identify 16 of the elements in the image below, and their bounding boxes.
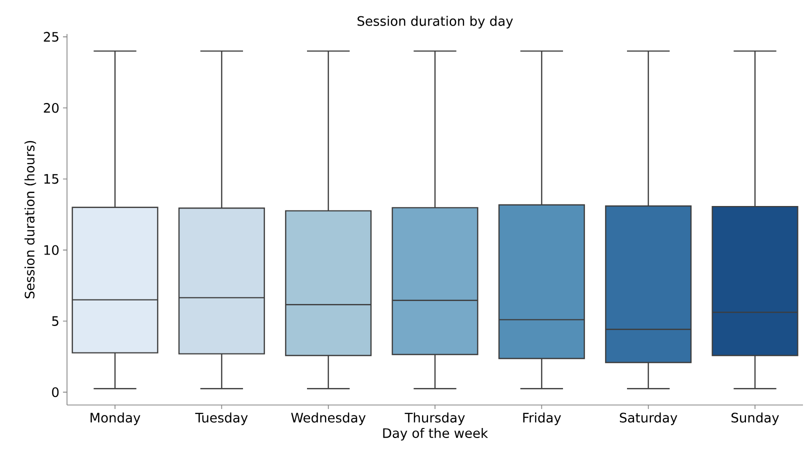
x-axis-title: Day of the week	[383, 428, 488, 441]
y-tick-label: 10	[44, 245, 59, 255]
x-tick-label: Wednesday	[291, 412, 366, 426]
y-axis-title: Session duration (hours)	[24, 140, 36, 298]
x-tick-label: Saturday	[620, 412, 678, 426]
x-tick-label: Friday	[523, 412, 561, 426]
y-tick-label: 5	[52, 316, 58, 326]
x-tick-label: Monday	[90, 412, 140, 426]
chart-title: Session duration by day	[358, 16, 513, 28]
y-tick-label: 0	[52, 387, 59, 398]
y-tick-label: 20	[44, 102, 59, 113]
y-tick-label: 15	[44, 174, 58, 184]
x-tick-label: Sunday	[732, 412, 779, 426]
x-tick-label: Thursday	[404, 412, 465, 426]
y-tick-label: 25	[44, 32, 58, 42]
x-tick-label: Tuesday	[195, 412, 248, 426]
